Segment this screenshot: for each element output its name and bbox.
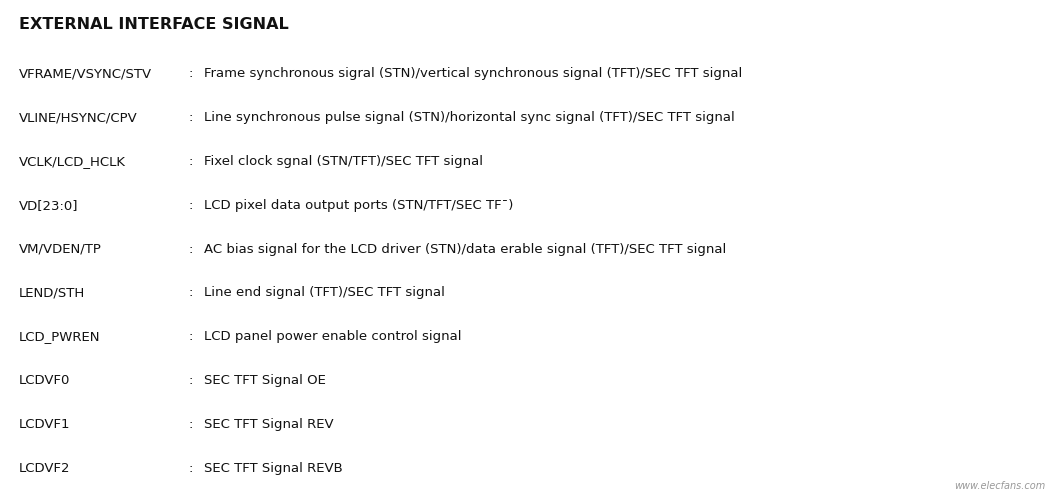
Text: :: :	[189, 286, 193, 299]
Text: VFRAME/VSYNC/STV: VFRAME/VSYNC/STV	[19, 67, 152, 80]
Text: :: :	[189, 374, 193, 387]
Text: VLINE/HSYNC/CPV: VLINE/HSYNC/CPV	[19, 111, 138, 124]
Text: LEND/STH: LEND/STH	[19, 286, 85, 299]
Text: Frame synchronous sigral (STN)/vertical synchronous signal (TFT)/SEC TFT signal: Frame synchronous sigral (STN)/vertical …	[204, 67, 742, 80]
Text: Line synchronous pulse signal (STN)/horizontal sync signal (TFT)/SEC TFT signal: Line synchronous pulse signal (STN)/hori…	[204, 111, 734, 124]
Text: LCD panel power enable control signal: LCD panel power enable control signal	[204, 330, 462, 343]
Text: VCLK/LCD_HCLK: VCLK/LCD_HCLK	[19, 155, 126, 168]
Text: AC bias signal for the LCD driver (STN)/data erable signal (TFT)/SEC TFT signal: AC bias signal for the LCD driver (STN)/…	[204, 243, 726, 255]
Text: LCDVF0: LCDVF0	[19, 374, 70, 387]
Text: :: :	[189, 199, 193, 212]
Text: LCDVF1: LCDVF1	[19, 418, 71, 431]
Text: :: :	[189, 462, 193, 475]
Text: LCDVF2: LCDVF2	[19, 462, 71, 475]
Text: VD[23:0]: VD[23:0]	[19, 199, 79, 212]
Text: EXTERNAL INTERFACE SIGNAL: EXTERNAL INTERFACE SIGNAL	[19, 17, 289, 32]
Text: :: :	[189, 155, 193, 168]
Text: VM/VDEN/TP: VM/VDEN/TP	[19, 243, 102, 255]
Text: :: :	[189, 243, 193, 255]
Text: :: :	[189, 111, 193, 124]
Text: Line end signal (TFT)/SEC TFT signal: Line end signal (TFT)/SEC TFT signal	[204, 286, 445, 299]
Text: SEC TFT Signal REV: SEC TFT Signal REV	[204, 418, 333, 431]
Text: Fixel clock sgnal (STN/TFT)/SEC TFT signal: Fixel clock sgnal (STN/TFT)/SEC TFT sign…	[204, 155, 483, 168]
Text: SEC TFT Signal REVB: SEC TFT Signal REVB	[204, 462, 343, 475]
Text: www.elecfans.com: www.elecfans.com	[954, 481, 1045, 491]
Text: :: :	[189, 330, 193, 343]
Text: SEC TFT Signal OE: SEC TFT Signal OE	[204, 374, 326, 387]
Text: LCD_PWREN: LCD_PWREN	[19, 330, 101, 343]
Text: LCD pixel data output ports (STN/TFT/SEC TF¯): LCD pixel data output ports (STN/TFT/SEC…	[204, 199, 514, 212]
Text: :: :	[189, 418, 193, 431]
Text: :: :	[189, 67, 193, 80]
